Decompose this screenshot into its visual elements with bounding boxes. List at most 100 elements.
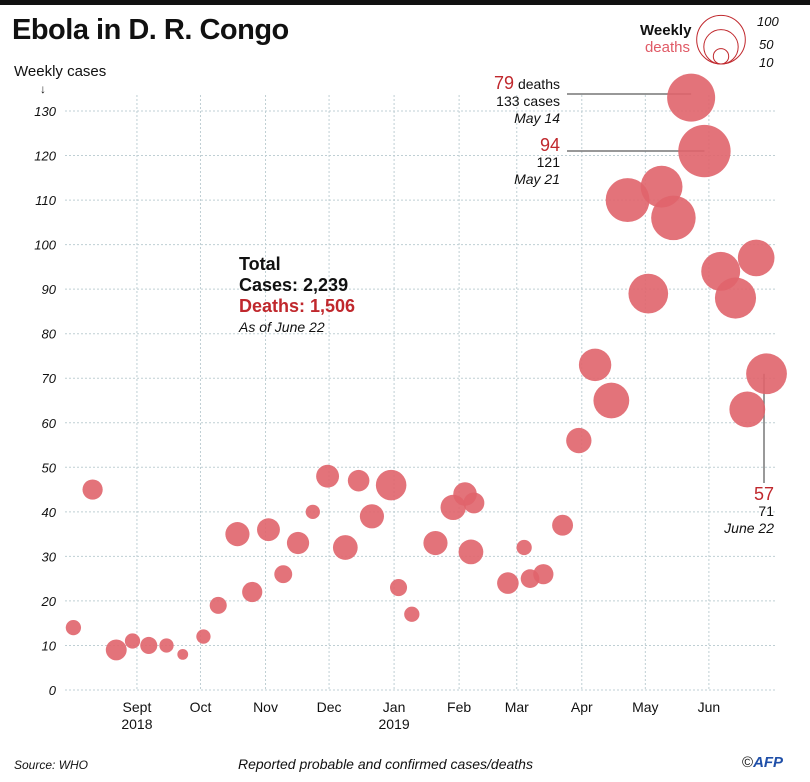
x-tick-label: Jan [383, 699, 406, 715]
annotation-may14-cases: 133 cases [496, 93, 560, 109]
annotation-june22-deaths: 57 [753, 484, 774, 504]
copyright-symbol: © [742, 754, 754, 771]
x-tick-label: Apr [571, 699, 593, 715]
bubble [196, 629, 211, 644]
bubble [305, 504, 320, 519]
annotation-may14-date: May 14 [514, 110, 560, 126]
legend-value-50: 50 [759, 37, 774, 52]
bubble [578, 348, 612, 382]
y-tick-label: 110 [35, 193, 56, 208]
chart-title: Ebola in D. R. Congo [12, 14, 289, 46]
bubble [552, 514, 574, 536]
x-tick-year-label: 2019 [379, 716, 410, 732]
bubble [177, 648, 189, 660]
bubble [286, 531, 310, 555]
bubble [316, 464, 340, 488]
y-tick-label: 0 [49, 683, 57, 698]
afp-brand: AFP [753, 754, 784, 771]
annotation-may14-deaths: 79 [494, 73, 515, 93]
bubbles [65, 73, 787, 661]
bubble [746, 353, 787, 395]
y-tick-label: 20 [41, 594, 57, 609]
totals-heading: Total [239, 254, 281, 274]
footnote: Reported probable and confirmed cases/de… [238, 756, 533, 772]
bubble [651, 195, 696, 241]
size-legend-circles [696, 14, 746, 65]
bubble [463, 492, 485, 514]
x-tick-label: Nov [253, 699, 278, 715]
legend-circle-10 [712, 48, 730, 65]
bubble [737, 239, 775, 277]
annotation-may21-deaths: 94 [539, 135, 560, 155]
totals-box: Total Cases: 2,239 Deaths: 1,506 As of J… [239, 254, 355, 338]
x-tick-label: May [632, 699, 658, 715]
bubble [225, 522, 250, 547]
y-tick-label: 60 [42, 416, 57, 431]
bubble [159, 638, 174, 653]
source-note: Source: WHO [14, 758, 89, 772]
legend-title-weekly: Weekly [640, 22, 692, 39]
x-tick-label: Feb [447, 699, 471, 715]
x-tick-label: Sept [123, 699, 152, 715]
x-tick-label: Jun [698, 699, 721, 715]
y-tick-label: 40 [42, 505, 57, 520]
annotation-may21-cases: 121 [536, 154, 560, 170]
bubble [458, 539, 484, 565]
bubble [274, 565, 293, 584]
y-tick-label: 50 [42, 460, 57, 475]
bubble [389, 579, 408, 597]
bubble [628, 273, 669, 314]
down-arrow-icon: ↓ [40, 82, 46, 96]
bubble [667, 73, 716, 122]
bubble [566, 427, 592, 454]
x-tick-label: Dec [317, 699, 342, 715]
bubble [605, 178, 650, 223]
y-tick-label: 80 [42, 327, 57, 342]
bubble [257, 518, 280, 542]
legend-title-deaths: deaths [644, 39, 690, 56]
bubble [347, 469, 370, 492]
annotation-june22-date: June 22 [724, 520, 774, 536]
x-tick-year-label: 2018 [121, 716, 152, 732]
bubble [124, 633, 141, 649]
bubble [332, 535, 358, 560]
y-axis-label: Weekly cases [14, 63, 107, 80]
annotation-may14-deaths-suffix: deaths [514, 76, 560, 92]
bubble [516, 539, 532, 556]
legend-circle-50 [703, 29, 739, 65]
bubble [423, 530, 448, 556]
legend-value-100: 100 [757, 14, 779, 29]
bubble [65, 620, 82, 636]
bubble [242, 581, 263, 603]
y-tick-label: 70 [42, 371, 57, 386]
bubble [105, 639, 127, 661]
annotation-may21-date: May 21 [514, 171, 560, 187]
bubble [729, 391, 766, 428]
bubble [375, 469, 407, 501]
bubble [678, 124, 731, 178]
annotation-june22: 57 71 June 22 [700, 484, 774, 537]
totals-cases: Cases: 2,239 [239, 275, 349, 295]
bubble [82, 479, 103, 500]
x-tick-label: Mar [505, 699, 529, 715]
y-tick-label: 130 [34, 104, 56, 119]
y-tick-label: 120 [34, 149, 56, 164]
annotation-may14: 79 deaths 133 cases May 14 [470, 73, 560, 127]
legend-circle-100 [696, 14, 746, 65]
bubble [593, 382, 630, 419]
grid-lines [65, 95, 775, 691]
totals-deaths: Deaths: 1,506 [239, 296, 356, 316]
y-tick-label: 30 [42, 549, 57, 564]
bubble [714, 277, 757, 319]
y-tick-label: 10 [42, 638, 57, 653]
y-tick-label: 90 [42, 282, 57, 297]
bubble [497, 572, 519, 594]
bubble [140, 636, 158, 654]
y-tick-labels: 0 10 20 30 40 50 60 70 80 90 100 110 120 130 [34, 104, 56, 698]
bubble [404, 606, 420, 622]
annotation-may21: 94 121 May 21 [470, 135, 560, 188]
top-bar [0, 0, 810, 5]
bubble [209, 596, 227, 614]
legend-value-10: 10 [759, 55, 774, 70]
